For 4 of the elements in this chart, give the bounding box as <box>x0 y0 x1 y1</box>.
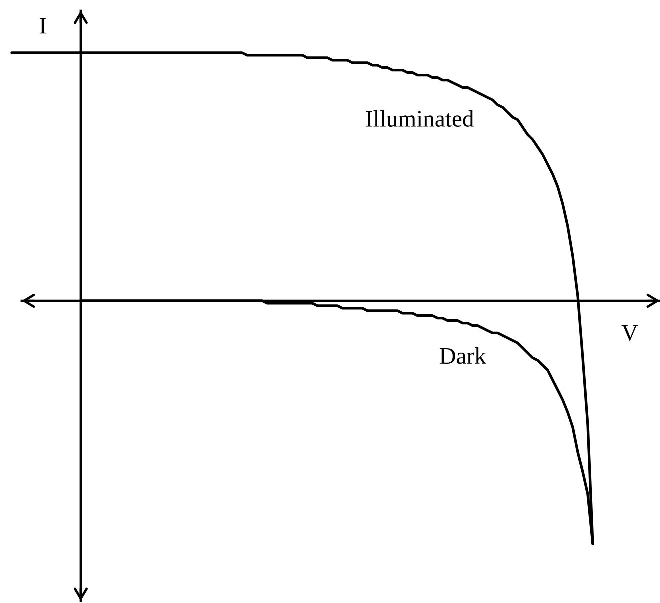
series-label: Dark <box>440 348 486 364</box>
x-axis-title: V <box>622 325 638 342</box>
y-axis-title: I <box>40 18 46 34</box>
series-label: Illuminated <box>366 110 474 128</box>
